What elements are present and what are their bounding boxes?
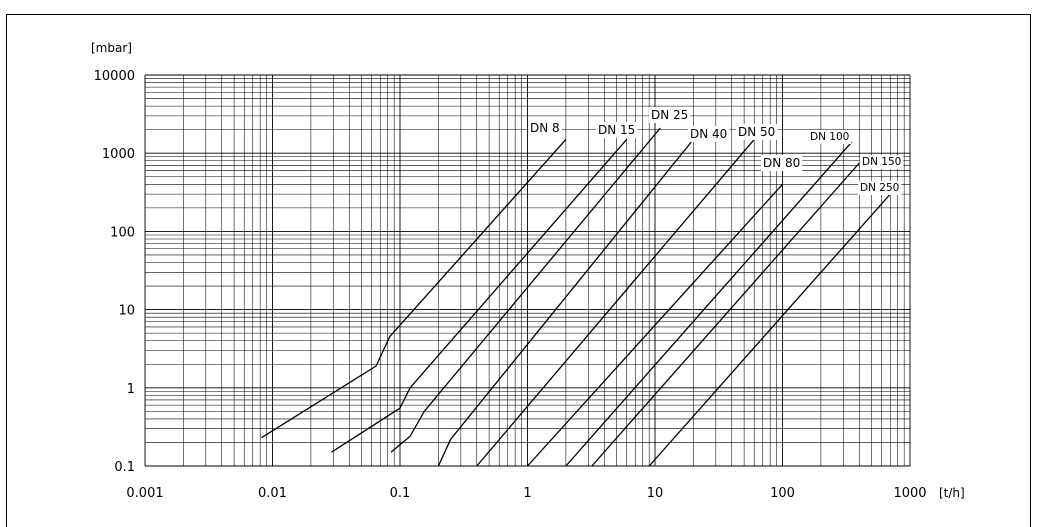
x-tick-label: 0.01	[258, 486, 287, 501]
curve-dn-100	[565, 141, 853, 467]
x-tick-label: 100	[770, 486, 795, 501]
label-dn-150: DN 150	[862, 156, 901, 168]
curve-dn-80	[527, 183, 783, 467]
label-background	[860, 155, 904, 169]
label-dn-25: DN 25	[651, 108, 688, 122]
curve-dn-40	[437, 138, 694, 467]
label-dn-8: DN 8	[530, 121, 560, 135]
label-background	[649, 107, 691, 123]
label-dn-100: DN 100	[810, 131, 849, 143]
x-tick-label: 1	[523, 486, 531, 501]
curve-dn-25	[390, 127, 661, 453]
label-dn-80: DN 80	[763, 156, 800, 170]
curve-dn-150	[591, 162, 860, 467]
chart-frame	[6, 14, 1031, 527]
y-axis-unit-label: [mbar]	[91, 41, 132, 55]
label-background	[596, 122, 638, 138]
label-dn-50: DN 50	[738, 125, 775, 139]
label-dn-15: DN 15	[598, 123, 635, 137]
x-tick-label: 10	[647, 486, 664, 501]
y-tick-label: 100	[110, 225, 135, 240]
label-dn-40: DN 40	[690, 127, 727, 141]
grid	[144, 74, 911, 467]
label-dn-250: DN 250	[860, 182, 899, 194]
x-tick-label: 0.001	[126, 486, 163, 501]
label-background	[761, 155, 803, 171]
label-background	[736, 124, 778, 140]
label-background	[528, 120, 562, 136]
y-tick-label: 10	[118, 304, 135, 319]
label-background	[688, 126, 730, 142]
curve-dn-8	[261, 138, 567, 439]
curve-dn-250	[648, 193, 891, 467]
y-tick-label: 10000	[94, 69, 135, 84]
x-tick-label: 0.1	[390, 486, 411, 501]
x-tick-label: 1000	[893, 486, 926, 501]
label-background	[808, 130, 852, 144]
curve-dn-15	[331, 138, 628, 453]
series-curves	[261, 127, 891, 467]
x-axis-unit-label: [t/h]	[939, 486, 965, 500]
label-background	[858, 181, 902, 195]
y-tick-label: 1	[127, 382, 135, 397]
axes: [mbar] [t/h] 0.001 0.01 0.1 1 10 100 1000 0.1 1 1…	[91, 41, 965, 501]
curve-dn-50	[476, 138, 755, 467]
y-tick-label: 1000	[102, 147, 135, 162]
y-tick-label: 0.1	[114, 460, 135, 475]
